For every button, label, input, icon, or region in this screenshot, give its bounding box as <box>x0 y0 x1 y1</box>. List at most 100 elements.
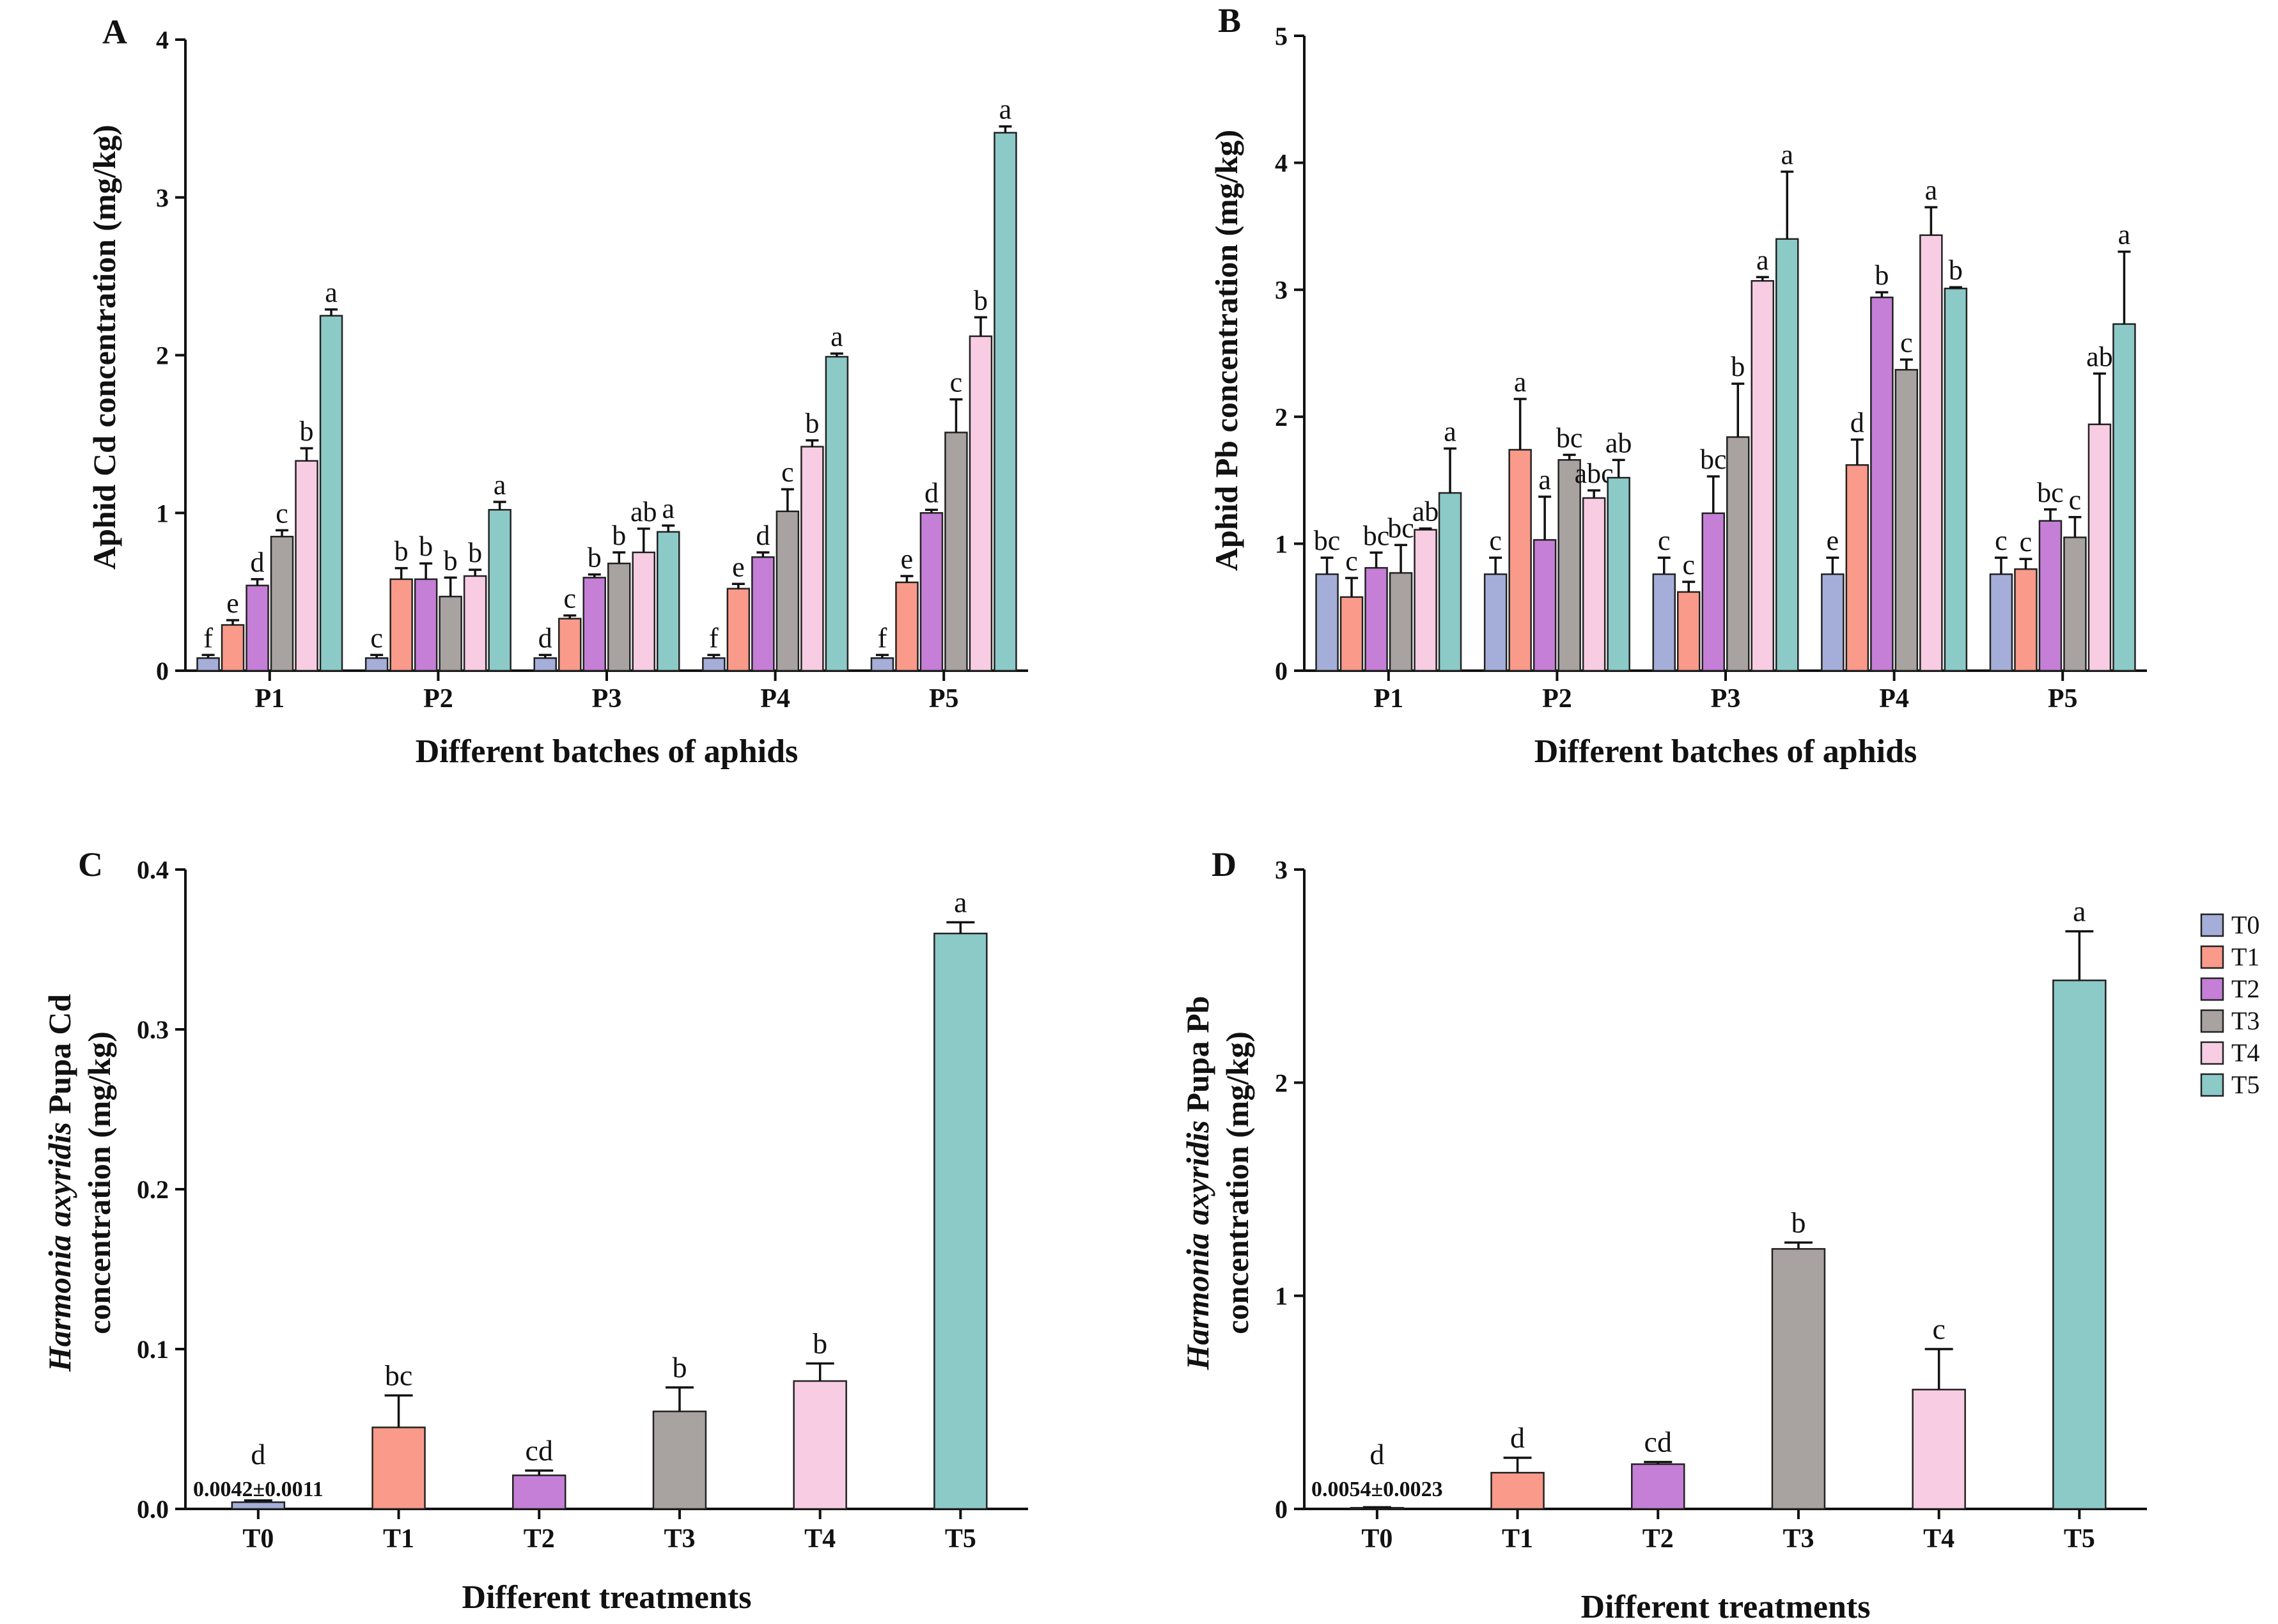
panel-b-sig-letter: a <box>2118 219 2131 251</box>
panel-b-category-label: P1 <box>1373 684 1403 714</box>
panel-b-bar-t4 <box>1751 280 1774 672</box>
panel-d-y-label-rest: Pupa Pb <box>1180 996 1215 1121</box>
panel-b: 012345P1bccbcbcabaP2caabcabcabP3ccbcbaaP… <box>1208 1 2147 770</box>
panel-b-sig-letter: a <box>1925 175 1938 206</box>
legend-label-t5: T5 <box>2231 1070 2259 1099</box>
panel-d-y-tick-label: 0 <box>1275 1495 1288 1524</box>
panel-a-bar-t3 <box>607 562 631 672</box>
panel-a-sig-letter: d <box>924 477 939 508</box>
panel-b-bar-t4 <box>1919 234 1943 672</box>
panel-c-bar-t4 <box>793 1380 847 1510</box>
legend-swatch-t1 <box>2200 945 2224 969</box>
panel-c-x-label: Different treatments <box>462 1579 752 1616</box>
panel-d-sig-letter: a <box>2073 895 2086 928</box>
panel-b-sig-letter: bc <box>1314 525 1341 556</box>
legend-label-t3: T3 <box>2231 1006 2259 1035</box>
panel-a-y-tick-label: 3 <box>156 183 169 212</box>
panel-a-sig-letter: b <box>394 536 409 567</box>
panel-b-bar-t3 <box>1726 436 1750 672</box>
panel-b-y-tick-label: 3 <box>1275 276 1288 304</box>
panel-d-x-label: Different treatments <box>1581 1589 1871 1624</box>
panel-c-sig-letter: bc <box>385 1359 412 1392</box>
panel-b-sig-letter: bc <box>1363 520 1390 551</box>
panel-a-sig-letter: b <box>444 545 458 576</box>
panel-d-sig-letter: cd <box>1644 1426 1672 1458</box>
panel-b-bar-t5 <box>2112 323 2136 672</box>
panel-b-category-label: P3 <box>1711 684 1741 714</box>
panel-a-sig-letter: e <box>901 543 914 575</box>
panel-b-x-label: Different batches of aphids <box>1534 733 1917 770</box>
panel-a-bar-t0 <box>364 657 389 672</box>
panel-a-category-label: P2 <box>423 684 453 714</box>
legend-swatch-t3 <box>2200 1009 2224 1033</box>
panel-a-letter: A <box>102 13 127 51</box>
panel-b-sig-letter: c <box>1345 545 1358 577</box>
panel-d-category-label: T5 <box>2064 1524 2095 1554</box>
panel-b-y-tick-label: 5 <box>1275 22 1288 51</box>
panel-b-bar-t4 <box>1582 497 1606 672</box>
legend: T0 T1 T2 T3 T4 T5 <box>2200 910 2259 1099</box>
panel-b-sig-letter: a <box>1444 416 1456 447</box>
panel-a-bar-t4 <box>969 335 993 672</box>
legend-swatch-t2 <box>2200 977 2224 1001</box>
legend-label-t1: T1 <box>2231 942 2259 971</box>
panel-a-y-tick-label: 4 <box>156 26 169 54</box>
panel-a-sig-letter: b <box>300 416 314 447</box>
panel-a-sig-letter: ab <box>630 496 657 527</box>
panel-a-bar-t1 <box>558 618 582 672</box>
panel-a-sig-letter: c <box>950 367 963 398</box>
panel-c-bar-t2 <box>512 1474 566 1510</box>
panel-b-sig-letter: b <box>1731 351 1745 382</box>
panel-b-sig-letter: d <box>1850 407 1864 439</box>
panel-b-category-label: P4 <box>1879 684 1909 714</box>
panel-b-category-label: P2 <box>1542 684 1572 714</box>
panel-d-category-label: T4 <box>1923 1524 1954 1554</box>
legend-label-t2: T2 <box>2231 974 2259 1003</box>
panel-a-sig-letter: e <box>732 551 745 582</box>
panel-c-category-label: T4 <box>804 1524 836 1554</box>
panel-a-bar-t2 <box>751 556 775 672</box>
panel-c-sig-letter: b <box>813 1327 827 1360</box>
panel-d-bar-t3 <box>1771 1248 1826 1510</box>
panel-a-sig-letter: c <box>563 583 576 614</box>
panel-b-sig-letter: c <box>1489 525 1502 556</box>
panel-b-bar-t2 <box>2038 520 2063 672</box>
panel-b-sig-letter: ab <box>2086 341 2113 372</box>
panel-a-sig-letter: c <box>781 457 794 488</box>
panel-b-bar-t0 <box>1483 573 1508 672</box>
panel-a-y-label: Aphid Cd concentration (mg/kg) <box>86 125 122 570</box>
panel-c-bar-t1 <box>371 1426 426 1510</box>
panel-b-sig-letter: e <box>1827 525 1839 556</box>
panel-d-category-label: T0 <box>1361 1524 1393 1554</box>
panel-a-category-label: P3 <box>592 684 622 714</box>
panel-c-letter: C <box>78 845 103 884</box>
panel-a-sig-letter: b <box>419 531 433 562</box>
panel-d-category-label: T2 <box>1642 1524 1674 1554</box>
panel-d-y-label-species: Harmonia axyridis <box>1180 1120 1215 1370</box>
panel-b-bar-t5 <box>1944 287 1968 672</box>
panel-a-sig-letter: b <box>805 408 819 439</box>
panel-a-sig-letter: c <box>370 622 383 653</box>
panel-d-y-label-line2: concentration (mg/kg) <box>1219 1031 1255 1334</box>
panel-a-y-tick-label: 1 <box>156 499 169 527</box>
panel-b-y-tick-label: 4 <box>1275 149 1288 178</box>
panel-b-sig-letter: a <box>1514 366 1527 398</box>
panel-d-category-label: T1 <box>1502 1524 1533 1554</box>
panel-b-bar-t3 <box>1894 369 1919 672</box>
panel-d-y-tick-label: 1 <box>1275 1282 1288 1311</box>
panel-a-sig-letter: f <box>203 622 213 653</box>
panel-b-bar-t1 <box>1508 449 1532 672</box>
panel-c-category-label: T0 <box>242 1524 274 1554</box>
panel-a-bar-t0 <box>533 657 557 672</box>
panel-b-bar-t1 <box>1677 591 1701 672</box>
panel-a-bar-t5 <box>994 132 1017 672</box>
legend-label-t0: T0 <box>2231 910 2259 939</box>
panel-d-category-label: T3 <box>1783 1524 1814 1554</box>
panel-c-bar-t5 <box>933 932 988 1510</box>
panel-a-sig-letter: b <box>468 537 482 568</box>
panel-a-bar-t1 <box>221 624 245 672</box>
panel-b-bar-t5 <box>1775 238 1799 672</box>
panel-c-annotation: 0.0042±0.0011 <box>193 1478 324 1501</box>
panel-b-sig-letter: bc <box>1387 512 1414 543</box>
panel-a-sig-letter: a <box>831 321 843 352</box>
